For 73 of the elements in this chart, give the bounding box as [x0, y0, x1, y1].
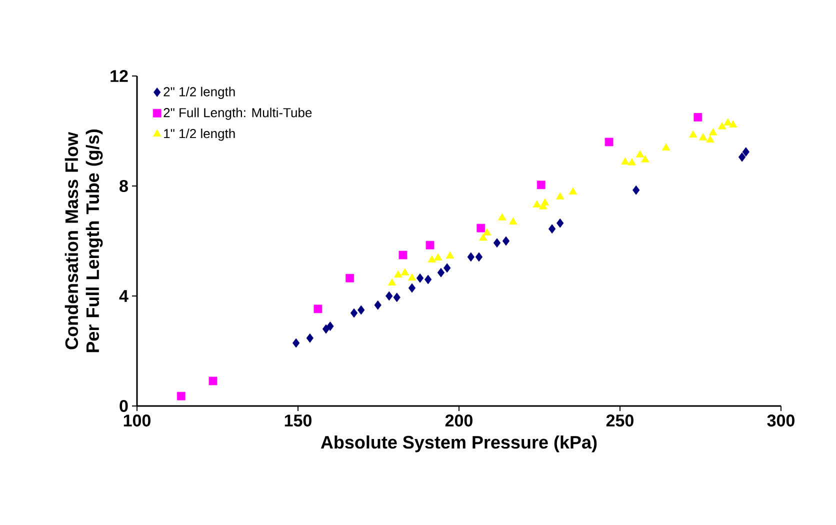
point	[479, 234, 488, 241]
point	[498, 213, 506, 220]
y-tick-label: 0	[120, 400, 128, 412]
point	[532, 200, 542, 208]
point	[540, 198, 550, 206]
x-tick-label: 250	[606, 414, 634, 427]
x-tick-label: 100	[124, 414, 150, 427]
x-tick-label: 150	[284, 414, 312, 427]
point	[694, 113, 702, 122]
point	[641, 155, 650, 162]
point	[718, 122, 726, 130]
point	[493, 238, 501, 248]
point	[706, 135, 714, 143]
point	[556, 218, 564, 228]
point	[621, 157, 630, 165]
point	[424, 274, 432, 284]
point	[426, 240, 434, 250]
point	[604, 138, 614, 146]
point	[467, 252, 474, 262]
point	[568, 187, 578, 194]
point	[434, 253, 442, 260]
point	[742, 147, 750, 157]
point	[326, 322, 334, 331]
point	[374, 300, 382, 310]
point	[738, 152, 746, 162]
y-tick-label: 4	[119, 290, 128, 302]
point	[446, 251, 454, 259]
point	[346, 274, 354, 282]
point	[408, 273, 416, 281]
point	[698, 133, 708, 140]
point	[548, 224, 556, 234]
point	[306, 333, 314, 343]
point	[292, 338, 300, 348]
point	[398, 250, 408, 260]
point	[688, 130, 698, 138]
point	[386, 291, 393, 301]
point	[476, 224, 486, 232]
point	[393, 292, 400, 302]
point	[394, 270, 402, 278]
point	[208, 376, 218, 386]
point	[482, 228, 492, 236]
point	[728, 120, 738, 128]
point	[400, 268, 410, 276]
point	[314, 304, 322, 314]
point	[350, 308, 358, 318]
point	[176, 392, 186, 400]
point	[358, 305, 365, 315]
y-tick-label: 12	[110, 70, 128, 82]
point	[724, 118, 732, 126]
legend-label: 1" 1/2 length	[164, 128, 235, 141]
point	[632, 185, 640, 195]
point	[636, 150, 644, 158]
legend-label: 2" 1/2 length	[164, 86, 235, 99]
point	[428, 255, 436, 262]
point	[444, 263, 451, 273]
x-axis-title: Absolute System Pressure (kPa)	[320, 435, 597, 452]
point	[536, 180, 546, 190]
legend-label: 2" Full Length: Multi-Tube	[164, 108, 312, 120]
point	[662, 143, 670, 150]
point	[502, 236, 510, 246]
point	[509, 217, 518, 224]
x-tick-label: 300	[767, 414, 794, 427]
point	[628, 158, 636, 166]
point	[388, 278, 396, 286]
x-tick-label: 200	[445, 414, 472, 427]
y-tick-label: 8	[120, 180, 128, 192]
point	[408, 283, 416, 293]
y-axis-title: Condensation Mass Flow Per Full Length Tube (g/s)	[64, 130, 103, 352]
point	[475, 252, 483, 262]
point	[416, 273, 424, 283]
point	[708, 128, 718, 136]
point	[556, 192, 564, 200]
point	[437, 268, 445, 278]
